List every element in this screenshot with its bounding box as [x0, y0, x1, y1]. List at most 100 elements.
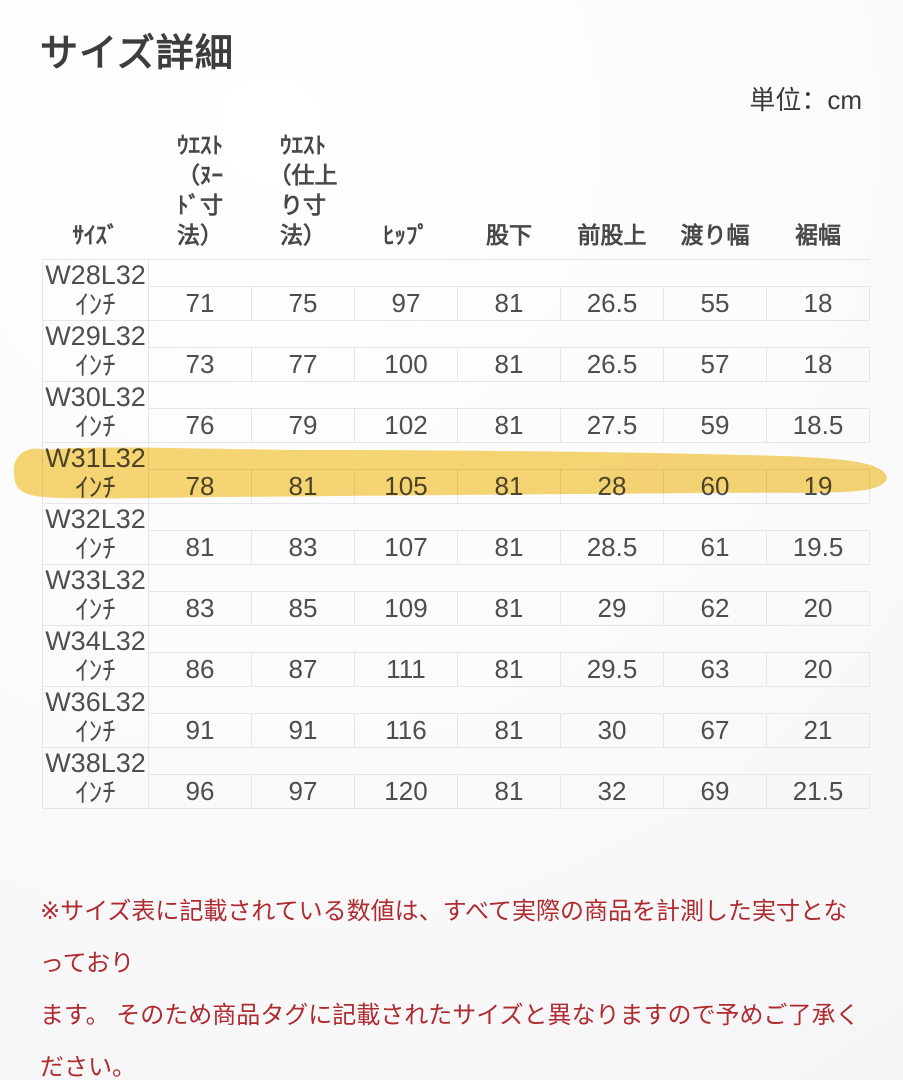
unit-label: 単位：cm	[749, 85, 862, 115]
value-cell: 81	[251, 468, 355, 505]
table-row-values: 86 87 111 81 29.5 63 20	[43, 651, 870, 688]
value-cell: 29	[560, 590, 664, 627]
value-cell: 81	[457, 773, 561, 810]
note-line: ※サイズ表に記載されている数値は、すべて実際の商品を計測した実寸となっており ま…	[40, 898, 860, 1080]
value-cell: 97	[251, 773, 355, 810]
value-cell: 73	[148, 346, 252, 383]
value-cell: 18.5	[766, 407, 870, 444]
value-cell: 91	[251, 712, 355, 749]
value-cell: 81	[457, 407, 561, 444]
table-row-values: 76 79 102 81 27.5 59 18.5	[43, 407, 870, 444]
value-cell: 69	[663, 773, 767, 810]
column-header-waist-finished: ｳｴｽﾄ （仕上 り寸 法）	[268, 132, 338, 248]
value-cell: 71	[148, 285, 252, 322]
table-row-highlighted: W31L32 ｲﾝﾁ	[42, 442, 870, 504]
size-cell: W32L32 ｲﾝﾁ	[42, 503, 149, 565]
size-cell: W31L32 ｲﾝﾁ	[42, 442, 149, 504]
value-cell: 81	[457, 346, 561, 383]
value-cell: 61	[663, 529, 767, 566]
size-cell: W30L32 ｲﾝﾁ	[42, 381, 149, 443]
value-cell: 67	[663, 712, 767, 749]
value-cell: 81	[457, 529, 561, 566]
value-cell: 60	[663, 468, 767, 505]
value-cell: 81	[457, 712, 561, 749]
table-row-values: 96 97 120 81 32 69 21.5	[43, 773, 870, 810]
size-cell: W34L32 ｲﾝﾁ	[42, 625, 149, 687]
value-cell: 79	[251, 407, 355, 444]
value-cell: 83	[148, 590, 252, 627]
value-cell: 81	[457, 590, 561, 627]
column-header-thigh-width: 渡り幅	[680, 222, 750, 248]
value-cell: 96	[148, 773, 252, 810]
value-cell: 19.5	[766, 529, 870, 566]
value-cell: 19	[766, 468, 870, 505]
value-cell: 87	[251, 651, 355, 688]
column-header-waist-nude: ｳｴｽﾄ （ﾇｰ ﾄﾞ寸 法）	[177, 132, 223, 248]
row-spacer	[148, 625, 870, 653]
table-row: W28L32 ｲﾝﾁ	[42, 259, 870, 321]
row-spacer	[148, 686, 870, 714]
column-header-hem-width: 裾幅	[795, 222, 841, 248]
size-notes: ※サイズ表に記載されている数値は、すべて実際の商品を計測した実寸となっており ま…	[40, 834, 870, 1080]
table-row-values: 81 83 107 81 28.5 61 19.5	[43, 529, 870, 566]
value-cell: 107	[354, 529, 458, 566]
row-spacer	[148, 320, 870, 348]
size-cell: W38L32 ｲﾝﾁ	[42, 747, 149, 809]
value-cell: 120	[354, 773, 458, 810]
value-cell: 83	[251, 529, 355, 566]
value-cell: 59	[663, 407, 767, 444]
row-spacer	[148, 259, 870, 287]
table-row-values: 78 81 105 81 28 60 19	[43, 468, 870, 505]
value-cell: 30	[560, 712, 664, 749]
value-cell: 18	[766, 285, 870, 322]
value-cell: 86	[148, 651, 252, 688]
value-cell: 63	[663, 651, 767, 688]
value-cell: 26.5	[560, 346, 664, 383]
value-cell: 28.5	[560, 529, 664, 566]
column-header-hip: ﾋｯﾌﾟ	[383, 222, 429, 248]
column-header-size: ｻｲｽﾞ	[72, 222, 119, 248]
row-spacer	[148, 747, 870, 775]
column-header-inseam: 股下	[486, 222, 532, 248]
table-row-values: 83 85 109 81 29 62 20	[43, 590, 870, 627]
value-cell: 78	[148, 468, 252, 505]
value-cell: 77	[251, 346, 355, 383]
value-cell: 57	[663, 346, 767, 383]
page-title: サイズ詳細	[40, 33, 234, 75]
size-cell: W28L32 ｲﾝﾁ	[42, 259, 149, 321]
value-cell: 85	[251, 590, 355, 627]
size-cell: W36L32 ｲﾝﾁ	[42, 686, 149, 748]
row-spacer	[148, 381, 870, 409]
value-cell: 102	[354, 407, 458, 444]
value-cell: 81	[457, 651, 561, 688]
table-row: W33L32 ｲﾝﾁ	[42, 564, 870, 626]
table-row: W30L32 ｲﾝﾁ	[42, 381, 870, 443]
value-cell: 100	[354, 346, 458, 383]
value-cell: 26.5	[560, 285, 664, 322]
table-row: W38L32 ｲﾝﾁ	[42, 747, 870, 809]
size-cell: W33L32 ｲﾝﾁ	[42, 564, 149, 626]
value-cell: 28	[560, 468, 664, 505]
size-table: ｻｲｽﾞ ｳｴｽﾄ （ﾇｰ ﾄﾞ寸 法） ｳｴｽﾄ （仕上 り寸 法） ﾋｯﾌﾟ…	[42, 130, 870, 810]
table-header-row: ｻｲｽﾞ ｳｴｽﾄ （ﾇｰ ﾄﾞ寸 法） ｳｴｽﾄ （仕上 り寸 法） ﾋｯﾌﾟ…	[43, 130, 870, 260]
value-cell: 21	[766, 712, 870, 749]
value-cell: 76	[148, 407, 252, 444]
row-spacer	[148, 442, 870, 470]
value-cell: 116	[354, 712, 458, 749]
value-cell: 21.5	[766, 773, 870, 810]
value-cell: 75	[251, 285, 355, 322]
value-cell: 111	[354, 651, 458, 688]
value-cell: 27.5	[560, 407, 664, 444]
value-cell: 18	[766, 346, 870, 383]
table-row-values: 73 77 100 81 26.5 57 18	[43, 346, 870, 383]
row-spacer	[148, 564, 870, 592]
value-cell: 81	[457, 468, 561, 505]
table-row: W34L32 ｲﾝﾁ	[42, 625, 870, 687]
value-cell: 81	[148, 529, 252, 566]
table-row: W29L32 ｲﾝﾁ	[42, 320, 870, 382]
value-cell: 81	[457, 285, 561, 322]
table-row: W36L32 ｲﾝﾁ	[42, 686, 870, 748]
column-header-front-rise: 前股上	[577, 222, 647, 248]
size-cell: W29L32 ｲﾝﾁ	[42, 320, 149, 382]
